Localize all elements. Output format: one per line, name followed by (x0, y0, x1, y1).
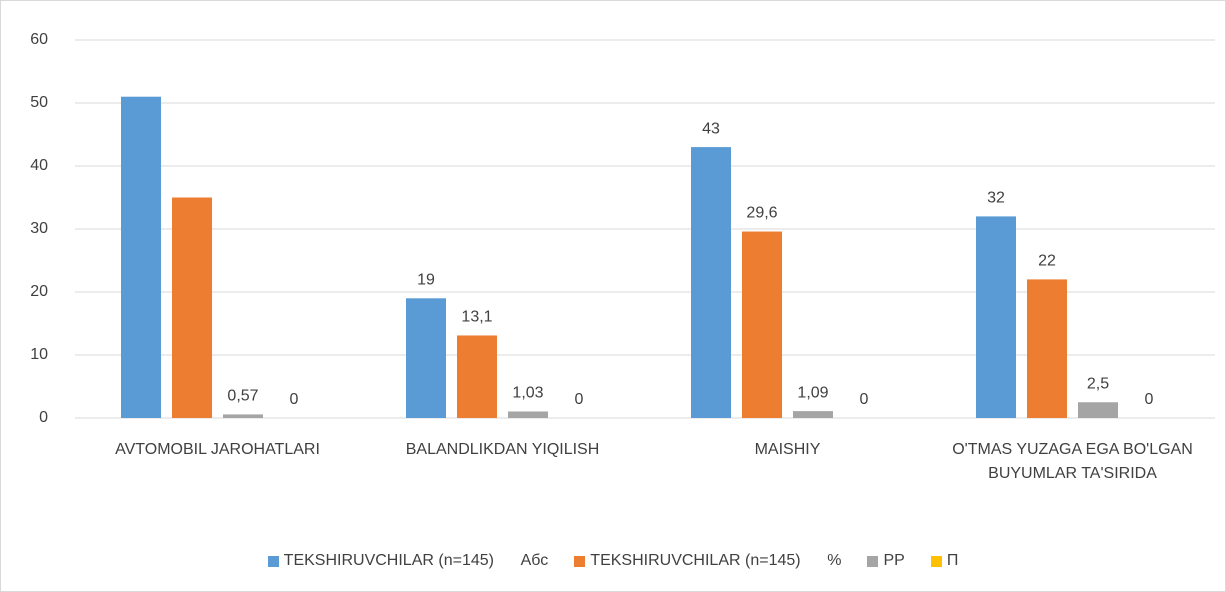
data-label: 0 (575, 391, 584, 408)
legend-swatch (867, 555, 879, 567)
legend: TEKSHIRUVCHILAR (n=145) Абс TEKSHIRUVCHIL… (0, 552, 1226, 570)
legend-item: PP (867, 552, 905, 570)
bar (457, 335, 497, 418)
data-label: 19 (417, 272, 435, 289)
legend-swatch (930, 555, 942, 567)
y-tick-label: 0 (39, 409, 48, 426)
data-label: 43 (702, 120, 720, 137)
data-label: 2,5 (1087, 375, 1109, 392)
x-tick-label: BALANDLIKDAN YIQILISH (405, 441, 600, 458)
x-tick-label: O'TMAS YUZAGA EGA BO'LGAN BUYUMLAR TA'SI… (952, 441, 1193, 482)
y-tick-label: 10 (30, 346, 48, 363)
data-label: 1,09 (797, 384, 828, 401)
bar (1078, 402, 1118, 418)
data-label: 13,1 (461, 309, 492, 326)
data-label: 0 (1145, 391, 1154, 408)
data-label: 32 (987, 190, 1005, 207)
legend-item: П (930, 552, 959, 570)
legend-item: TEKSHIRUVCHILAR (n=145) % (574, 552, 841, 570)
legend-item: TEKSHIRUVCHILAR (n=145) Абс (267, 552, 549, 570)
legend-label: TEKSHIRUVCHILAR (n=145) Абс (283, 552, 549, 569)
bar (172, 197, 212, 418)
bar (793, 411, 833, 418)
bar (223, 414, 263, 418)
data-label: 22 (1038, 253, 1056, 270)
y-tick-label: 50 (30, 94, 48, 111)
data-label: 1,03 (512, 385, 543, 402)
y-tick-label: 30 (30, 220, 48, 237)
bar (742, 231, 782, 418)
bar (406, 298, 446, 418)
bar (691, 147, 731, 418)
y-tick-label: 20 (30, 283, 48, 300)
data-label: 0,57 (227, 388, 258, 405)
legend-label: TEKSHIRUVCHILAR (n=145) % (590, 552, 842, 569)
x-tick-label: AVTOMOBIL JAROHATLARI (115, 441, 320, 458)
legend-swatch (574, 555, 586, 567)
data-label: 29,6 (746, 205, 777, 222)
y-tick-label: 40 (30, 157, 48, 174)
legend-label: PP (883, 552, 905, 569)
y-tick-label: 60 (30, 31, 48, 48)
x-tick-label: MAISHIY (754, 441, 821, 458)
bar (508, 411, 548, 418)
data-label: 0 (290, 391, 299, 408)
bar (1027, 279, 1067, 418)
bar (976, 216, 1016, 418)
bar (121, 96, 161, 418)
legend-swatch (267, 555, 279, 567)
legend-label: П (946, 552, 959, 569)
data-label: 0 (860, 391, 869, 408)
